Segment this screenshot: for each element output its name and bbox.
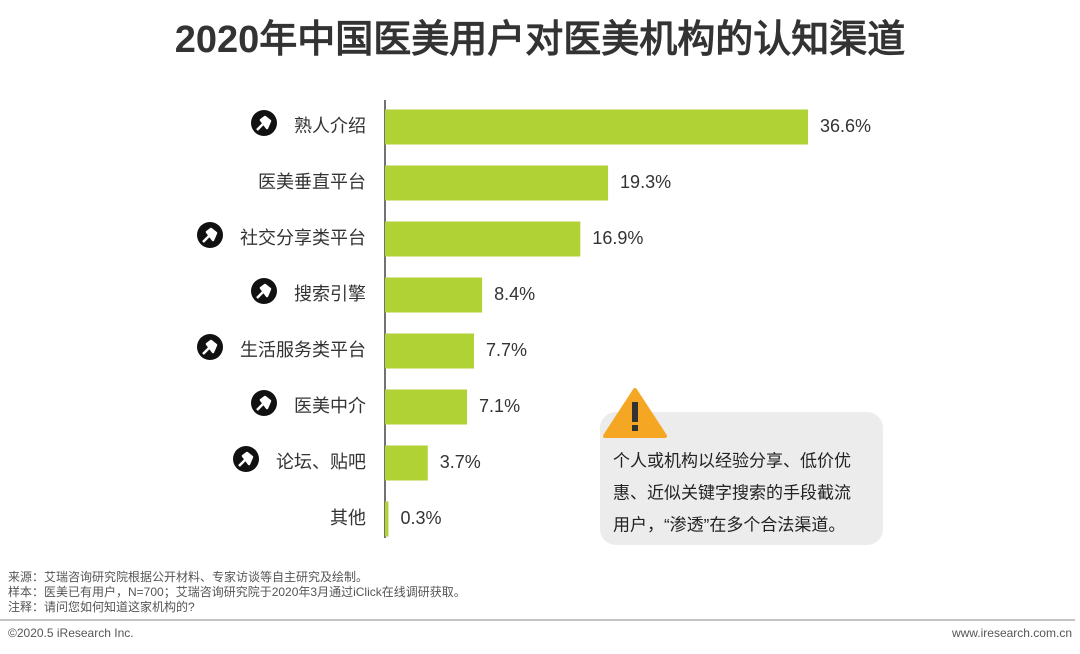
category-label: 生活服务类平台 [240,340,366,360]
value-label: 16.9% [592,228,643,248]
source-note: 注释：请问您如何知道这家机构的? [8,599,195,614]
source-note: 来源：艾瑞咨询研究院根据公开材料、专家访谈等自主研究及绘制。 [8,569,368,584]
bar [385,109,808,145]
chart-title: 2020年中国医美用户对医美机构的认知渠道 [175,19,906,61]
pin-glyph [256,395,272,411]
bar [385,445,428,481]
bar [385,221,581,257]
note-text: 个人或机构以经验分享、低价优 [613,451,851,470]
category-label: 医美中介 [294,396,366,416]
category-label: 社交分享类平台 [240,228,366,248]
pin-glyph [256,115,272,131]
note-text: 惠、近似关键字搜索的手段截流 [613,483,851,502]
value-label: 0.3% [400,508,441,528]
category-label: 其他 [330,508,366,528]
source-note: 样本：医美已有用户，N=700；艾瑞咨询研究院于2020年3月通过iClick在… [8,584,466,599]
pin-glyph [238,451,254,467]
category-label: 医美垂直平台 [258,172,366,192]
category-label: 搜索引擎 [294,284,366,304]
pin-glyph [202,227,218,243]
pin-glyph [256,283,272,299]
bar [385,165,609,201]
bar [385,277,483,313]
warning-mark [632,402,638,422]
category-label: 论坛、贴吧 [276,452,366,472]
note-text: 用户，“渗透”在多个合法渠道。 [613,515,845,534]
value-label: 7.1% [479,396,520,416]
value-label: 7.7% [486,340,527,360]
note-box [600,412,883,545]
pin-glyph [202,339,218,355]
copyright: ©2020.5 iResearch Inc. [8,626,134,640]
category-label: 熟人介绍 [294,116,366,136]
value-label: 8.4% [494,284,535,304]
value-label: 19.3% [620,172,671,192]
bar [385,501,389,537]
value-label: 3.7% [440,452,481,472]
warning-dot [632,425,638,431]
bar [385,333,474,369]
website: www.iresearch.com.cn [951,626,1072,640]
value-label: 36.6% [820,116,871,136]
bar [385,389,468,425]
